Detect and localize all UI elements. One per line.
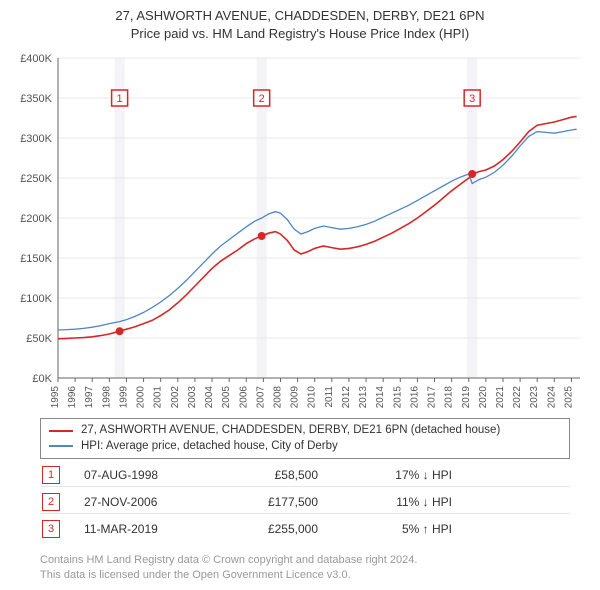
events-table: 1 07-AUG-1998 £58,500 17% ↓ HPI 2 27-NOV-2006… [40, 460, 570, 540]
svg-text:2022: 2022 [512, 386, 523, 409]
legend-label: 27, ASHWORTH AVENUE, CHADDESDEN, DERBY, … [81, 423, 500, 439]
event-row: 2 27-NOV-2006 £177,500 11% ↓ HPI [40, 487, 570, 514]
svg-text:1: 1 [117, 93, 123, 105]
legend-item-1: HPI: Average price, detached house, City… [49, 439, 561, 455]
marker-1 [116, 327, 124, 335]
svg-text:2009: 2009 [290, 386, 301, 409]
title-main: 27, ASHWORTH AVENUE, CHADDESDEN, DERBY, … [0, 8, 600, 24]
event-date: 11-MAR-2019 [84, 522, 194, 536]
chart-titles: 27, ASHWORTH AVENUE, CHADDESDEN, DERBY, … [0, 0, 600, 41]
event-index-box: 2 [42, 493, 60, 511]
event-price: £255,000 [218, 522, 318, 536]
legend-item-0: 27, ASHWORTH AVENUE, CHADDESDEN, DERBY, … [49, 423, 561, 439]
svg-text:£250K: £250K [20, 173, 52, 185]
svg-text:2013: 2013 [358, 386, 369, 409]
svg-text:2010: 2010 [307, 386, 318, 409]
event-price: £177,500 [218, 495, 318, 509]
svg-text:2024: 2024 [546, 386, 557, 409]
legend-swatch [49, 445, 73, 447]
svg-text:2008: 2008 [272, 386, 283, 409]
svg-text:2004: 2004 [204, 386, 215, 409]
event-delta: 5% ↑ HPI [342, 522, 452, 536]
svg-text:1996: 1996 [67, 386, 78, 409]
svg-text:2014: 2014 [375, 386, 386, 409]
svg-text:2023: 2023 [529, 386, 540, 409]
svg-text:2011: 2011 [324, 386, 335, 408]
svg-text:2007: 2007 [255, 386, 266, 409]
svg-text:2025: 2025 [563, 386, 574, 409]
chart: £0K £50K £100K £150K £200K £250K £300K £350K £40… [10, 50, 590, 410]
svg-text:2006: 2006 [238, 386, 249, 409]
svg-text:2019: 2019 [461, 386, 472, 409]
marker-3 [468, 170, 476, 178]
legend-label: HPI: Average price, detached house, City… [81, 439, 338, 455]
svg-text:£150K: £150K [20, 253, 52, 265]
svg-text:1995: 1995 [50, 386, 61, 409]
chart-svg: £0K £50K £100K £150K £200K £250K £300K £350K £40… [10, 50, 590, 410]
svg-text:1997: 1997 [84, 386, 95, 409]
title-sub: Price paid vs. HM Land Registry's House … [0, 26, 600, 42]
event-date: 27-NOV-2006 [84, 495, 194, 509]
marker-2 [258, 232, 266, 240]
svg-text:2021: 2021 [495, 386, 506, 409]
event-row: 1 07-AUG-1998 £58,500 17% ↓ HPI [40, 460, 570, 487]
svg-text:1998: 1998 [101, 386, 112, 409]
event-row: 3 11-MAR-2019 £255,000 5% ↑ HPI [40, 514, 570, 540]
svg-text:2017: 2017 [427, 386, 438, 409]
svg-text:2016: 2016 [409, 386, 420, 409]
svg-text:3: 3 [469, 93, 475, 105]
svg-text:1999: 1999 [118, 386, 129, 409]
event-price: £58,500 [218, 468, 318, 482]
legend: 27, ASHWORTH AVENUE, CHADDESDEN, DERBY, … [40, 418, 570, 459]
svg-text:2002: 2002 [170, 386, 181, 409]
svg-text:£50K: £50K [26, 333, 52, 345]
event-date: 07-AUG-1998 [84, 468, 194, 482]
svg-text:2001: 2001 [153, 386, 164, 409]
svg-text:£350K: £350K [20, 93, 52, 105]
svg-text:£100K: £100K [20, 293, 52, 305]
legend-swatch [49, 430, 73, 432]
svg-text:2020: 2020 [478, 386, 489, 409]
event-delta: 11% ↓ HPI [342, 495, 452, 509]
svg-text:2003: 2003 [187, 386, 198, 409]
svg-text:2018: 2018 [444, 386, 455, 409]
svg-text:£300K: £300K [20, 133, 52, 145]
svg-text:2012: 2012 [341, 386, 352, 409]
event-delta: 17% ↓ HPI [342, 468, 452, 482]
footer-line-2: This data is licensed under the Open Gov… [40, 568, 580, 582]
svg-text:2015: 2015 [392, 386, 403, 409]
event-index-box: 1 [42, 466, 60, 484]
svg-text:2: 2 [259, 93, 265, 105]
svg-text:£400K: £400K [20, 53, 52, 65]
event-index-box: 3 [42, 520, 60, 538]
page: 27, ASHWORTH AVENUE, CHADDESDEN, DERBY, … [0, 0, 600, 590]
footer-line-1: Contains HM Land Registry data © Crown c… [40, 553, 580, 567]
svg-text:2005: 2005 [221, 386, 232, 409]
footer: Contains HM Land Registry data © Crown c… [40, 553, 580, 582]
svg-text:2000: 2000 [136, 386, 147, 409]
svg-text:£0K: £0K [32, 373, 52, 385]
svg-text:£200K: £200K [20, 213, 52, 225]
